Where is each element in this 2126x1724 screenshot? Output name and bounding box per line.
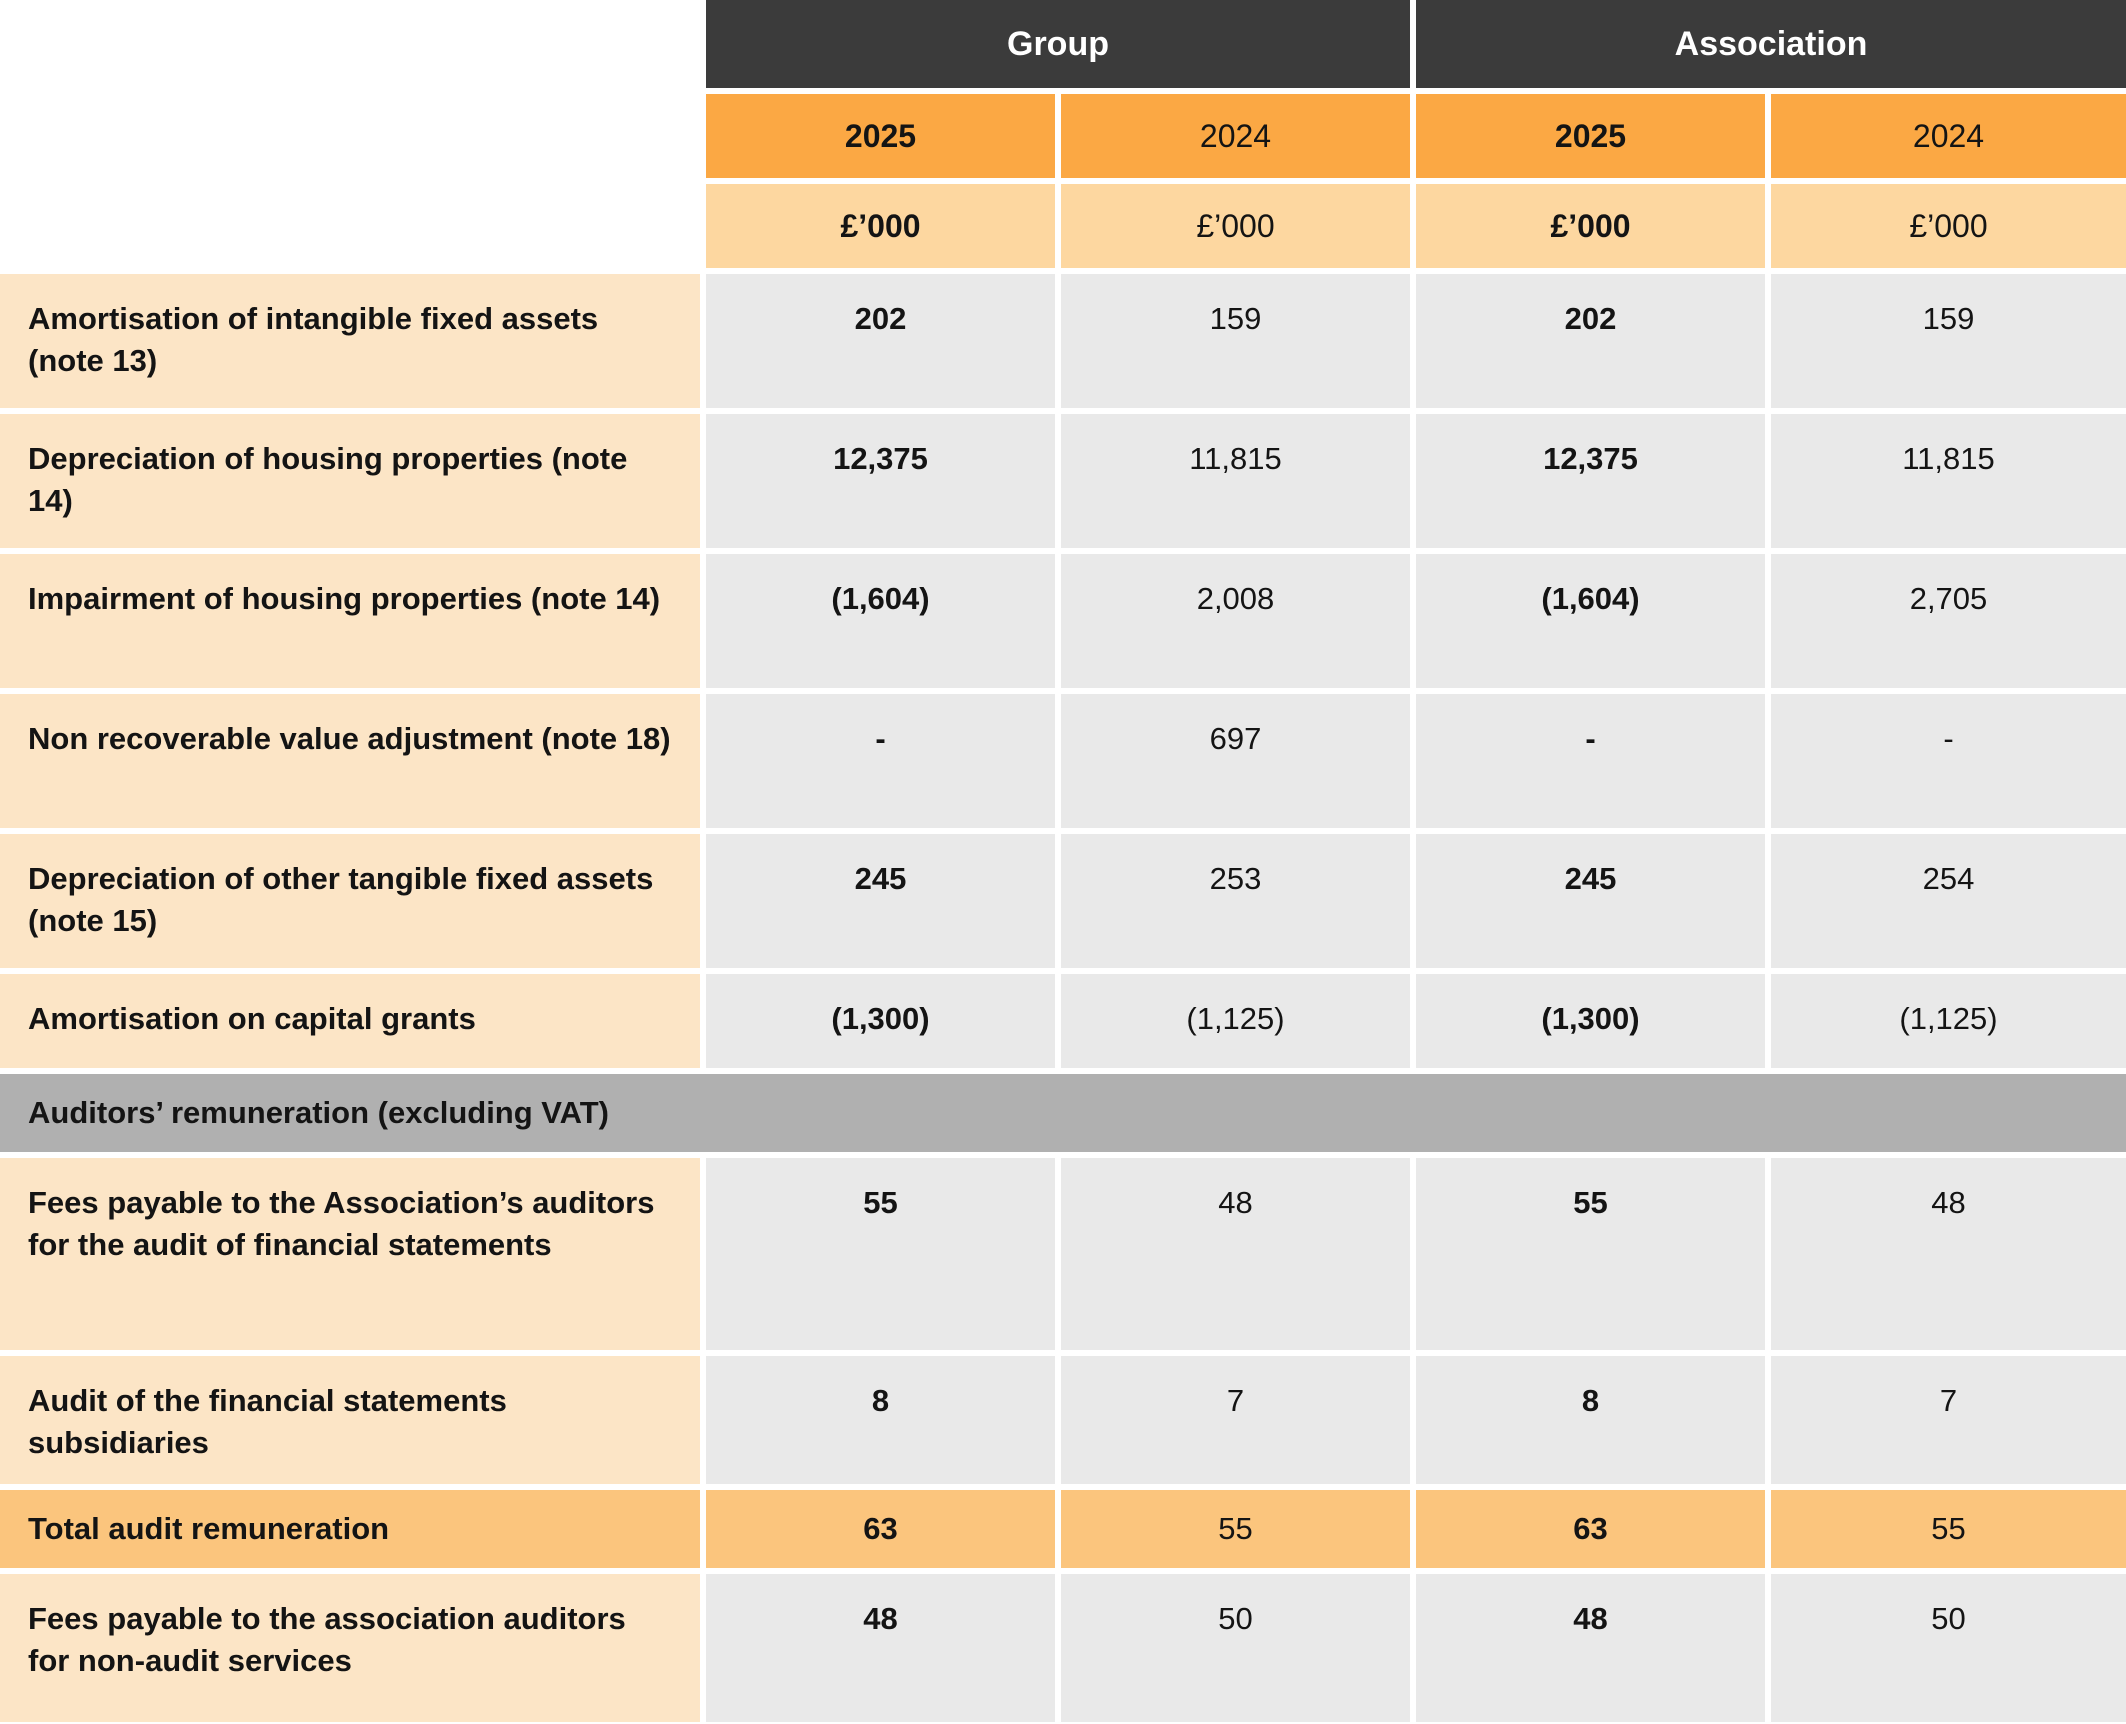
value-cell-fees-payable-to-the-association-auditors-col1: 48 (706, 1574, 1055, 1722)
row-label-fees-payable-to-the-association-auditors: Fees payable to the association auditors… (0, 1574, 700, 1722)
unit-header-group-2024: £’000 (1061, 184, 1410, 268)
unit-header-association-2025: £’000 (1416, 184, 1765, 268)
column-group-header-group: Group (706, 0, 1410, 88)
value-cell-fees-payable-to-the-association-auditors-col3: 48 (1416, 1574, 1765, 1722)
value-cell-impairment-of-housing-properties-note-14-col1: (1,604) (706, 554, 1055, 688)
year-header-association-2025: 2025 (1416, 94, 1765, 178)
value-cell-depreciation-of-other-tangible-fixed-ass-col3: 245 (1416, 834, 1765, 968)
value-cell-impairment-of-housing-properties-note-14-col2: 2,008 (1061, 554, 1410, 688)
row-label-impairment-of-housing-properties-note-14: Impairment of housing properties (note 1… (0, 554, 700, 688)
value-cell-fees-payable-to-the-association-s-audito-col3: 55 (1416, 1158, 1765, 1350)
value-cell-fees-payable-to-the-association-s-audito-col1: 55 (706, 1158, 1055, 1350)
value-cell-total-audit-remuneration-col4: 55 (1771, 1490, 2126, 1568)
value-cell-amortisation-on-capital-grants-col1: (1,300) (706, 974, 1055, 1068)
value-cell-fees-payable-to-the-association-s-audito-col2: 48 (1061, 1158, 1410, 1350)
value-cell-depreciation-of-other-tangible-fixed-ass-col4: 254 (1771, 834, 2126, 968)
value-cell-fees-payable-to-the-association-auditors-col4: 50 (1771, 1574, 2126, 1722)
value-cell-amortisation-of-intangible-fixed-assets--col2: 159 (1061, 274, 1410, 408)
value-cell-amortisation-of-intangible-fixed-assets--col4: 159 (1771, 274, 2126, 408)
row-label-non-recoverable-value-adjustment-note-18: Non recoverable value adjustment (note 1… (0, 694, 700, 828)
section-header-auditors-remuneration-excluding-vat: Auditors’ remuneration (excluding VAT) (0, 1074, 2126, 1152)
value-cell-non-recoverable-value-adjustment-note-18-col3: - (1416, 694, 1765, 828)
value-cell-total-audit-remuneration-col2: 55 (1061, 1490, 1410, 1568)
value-cell-amortisation-on-capital-grants-col2: (1,125) (1061, 974, 1410, 1068)
value-cell-depreciation-of-other-tangible-fixed-ass-col2: 253 (1061, 834, 1410, 968)
unit-header-association-2024: £’000 (1771, 184, 2126, 268)
value-cell-audit-of-the-financial-statements-subsid-col2: 7 (1061, 1356, 1410, 1484)
value-cell-fees-payable-to-the-association-s-audito-col4: 48 (1771, 1158, 2126, 1350)
value-cell-impairment-of-housing-properties-note-14-col3: (1,604) (1416, 554, 1765, 688)
value-cell-depreciation-of-housing-properties-note--col2: 11,815 (1061, 414, 1410, 548)
row-label-fees-payable-to-the-association-s-audito: Fees payable to the Association’s audito… (0, 1158, 700, 1350)
corner-spacer (0, 0, 700, 268)
value-cell-amortisation-of-intangible-fixed-assets--col3: 202 (1416, 274, 1765, 408)
row-label-depreciation-of-housing-properties-note-: Depreciation of housing properties (note… (0, 414, 700, 548)
year-header-group-2025: 2025 (706, 94, 1055, 178)
value-cell-amortisation-on-capital-grants-col4: (1,125) (1771, 974, 2126, 1068)
value-cell-total-audit-remuneration-col3: 63 (1416, 1490, 1765, 1568)
value-cell-audit-of-the-financial-statements-subsid-col1: 8 (706, 1356, 1055, 1484)
column-group-header-association: Association (1416, 0, 2126, 88)
year-header-association-2024: 2024 (1771, 94, 2126, 178)
row-label-amortisation-of-intangible-fixed-assets-: Amortisation of intangible fixed assets … (0, 274, 700, 408)
value-cell-depreciation-of-housing-properties-note--col4: 11,815 (1771, 414, 2126, 548)
value-cell-depreciation-of-housing-properties-note--col1: 12,375 (706, 414, 1055, 548)
value-cell-fees-payable-to-the-association-auditors-col2: 50 (1061, 1574, 1410, 1722)
value-cell-amortisation-on-capital-grants-col3: (1,300) (1416, 974, 1765, 1068)
value-cell-impairment-of-housing-properties-note-14-col4: 2,705 (1771, 554, 2126, 688)
value-cell-audit-of-the-financial-statements-subsid-col4: 7 (1771, 1356, 2126, 1484)
value-cell-depreciation-of-other-tangible-fixed-ass-col1: 245 (706, 834, 1055, 968)
value-cell-depreciation-of-housing-properties-note--col3: 12,375 (1416, 414, 1765, 548)
unit-header-group-2025: £’000 (706, 184, 1055, 268)
row-label-audit-of-the-financial-statements-subsid: Audit of the financial statements subsid… (0, 1356, 700, 1484)
value-cell-audit-of-the-financial-statements-subsid-col3: 8 (1416, 1356, 1765, 1484)
value-cell-total-audit-remuneration-col1: 63 (706, 1490, 1055, 1568)
row-label-amortisation-on-capital-grants: Amortisation on capital grants (0, 974, 700, 1068)
value-cell-amortisation-of-intangible-fixed-assets--col1: 202 (706, 274, 1055, 408)
value-cell-non-recoverable-value-adjustment-note-18-col4: - (1771, 694, 2126, 828)
row-label-total-audit-remuneration: Total audit remuneration (0, 1490, 700, 1568)
value-cell-non-recoverable-value-adjustment-note-18-col1: - (706, 694, 1055, 828)
value-cell-non-recoverable-value-adjustment-note-18-col2: 697 (1061, 694, 1410, 828)
row-label-depreciation-of-other-tangible-fixed-ass: Depreciation of other tangible fixed ass… (0, 834, 700, 968)
year-header-group-2024: 2024 (1061, 94, 1410, 178)
